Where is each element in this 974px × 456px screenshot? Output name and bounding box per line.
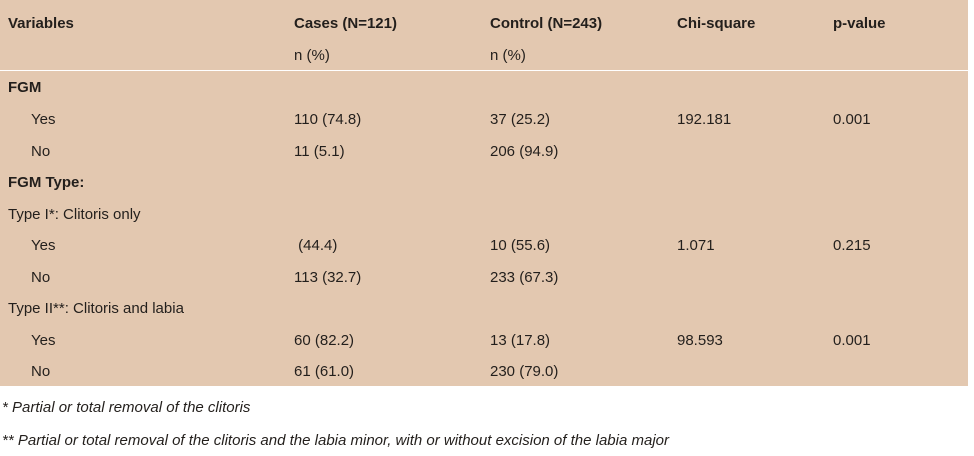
row-label: FGM xyxy=(8,79,42,96)
row-label: FGM Type: xyxy=(8,174,85,191)
p-value: 0.215 xyxy=(833,237,871,254)
footnote-type-1: * Partial or total removal of the clitor… xyxy=(2,399,251,416)
control-value: 37 (25.2) xyxy=(490,111,551,128)
row-label: No xyxy=(31,143,51,160)
table-row: No 61 (61.0) 230 (79.0) xyxy=(0,355,968,387)
cases-value: 60 (82.2) xyxy=(294,332,355,349)
table-row-fgm-type: FGM Type: xyxy=(0,166,968,198)
header-variables: Variables xyxy=(8,15,74,32)
row-label: No xyxy=(31,363,51,380)
header-control: Control (N=243) xyxy=(490,15,603,32)
chi-square-value: 1.071 xyxy=(677,237,715,254)
cases-value: 113 (32.7) xyxy=(294,269,362,286)
cases-value: (44.4) xyxy=(294,237,338,254)
table-row-type-2: Type II**: Clitoris and labia xyxy=(0,292,968,324)
row-label: Type II**: Clitoris and labia xyxy=(8,300,184,317)
table-row-type-1: Type I*: Clitoris only xyxy=(0,198,968,230)
table-row: Yes 60 (82.2) 13 (17.8) 98.593 0.001 xyxy=(0,324,968,356)
row-label: No xyxy=(31,269,51,286)
row-label: Type I*: Clitoris only xyxy=(8,206,141,223)
table-header: Variables Cases (N=121) Control (N=243) … xyxy=(0,0,968,71)
p-value: 0.001 xyxy=(833,111,871,128)
row-label: Yes xyxy=(31,111,56,128)
cases-value: 61 (61.0) xyxy=(294,363,355,380)
control-value: 13 (17.8) xyxy=(490,332,551,349)
control-value: 206 (94.9) xyxy=(490,143,559,160)
header-cases: Cases (N=121) xyxy=(294,15,397,32)
chi-square-value: 192.181 xyxy=(677,111,732,128)
header-cases-unit: n (%) xyxy=(294,47,330,64)
p-value: 0.001 xyxy=(833,332,871,349)
footnote-type-2: ** Partial or total removal of the clito… xyxy=(2,432,669,449)
control-value: 10 (55.6) xyxy=(490,237,551,254)
table-row: No 113 (32.7) 233 (67.3) xyxy=(0,261,968,293)
data-table: Variables Cases (N=121) Control (N=243) … xyxy=(0,0,968,386)
row-label: Yes xyxy=(31,237,56,254)
header-chi-square: Chi-square xyxy=(677,15,756,32)
header-p-value: p-value xyxy=(833,15,886,32)
table-row: Yes 110 (74.8) 37 (25.2) 192.181 0.001 xyxy=(0,103,968,135)
table-row: Yes (44.4) 10 (55.6) 1.071 0.215 xyxy=(0,229,968,261)
row-label: Yes xyxy=(31,332,56,349)
header-control-unit: n (%) xyxy=(490,47,526,64)
control-value: 233 (67.3) xyxy=(490,269,559,286)
table-row-fgm: FGM xyxy=(0,71,968,103)
table-row: No 11 (5.1) 206 (94.9) xyxy=(0,135,968,167)
cases-value: 110 (74.8) xyxy=(294,111,362,128)
cases-value: 11 (5.1) xyxy=(294,143,345,160)
chi-square-value: 98.593 xyxy=(677,332,723,349)
control-value: 230 (79.0) xyxy=(490,363,559,380)
